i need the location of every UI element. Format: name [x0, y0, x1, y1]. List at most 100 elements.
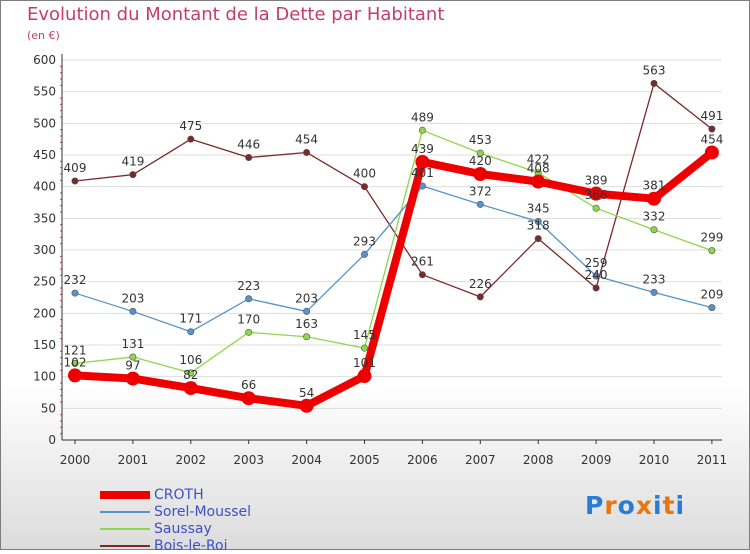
data-label: 203 — [295, 291, 318, 305]
data-label: 106 — [179, 353, 202, 367]
data-point — [187, 135, 195, 143]
data-label: 102 — [64, 355, 87, 369]
legend-item-0[interactable]: CROTH — [100, 486, 251, 503]
legend-label: Saussay — [154, 520, 212, 537]
y-tick-label: 200 — [33, 306, 56, 320]
data-label: 422 — [527, 153, 550, 167]
logo-letter: t — [662, 491, 676, 520]
axes — [60, 54, 722, 444]
data-label: 408 — [527, 162, 550, 176]
data-label: 563 — [643, 63, 666, 77]
x-tick-label: 2001 — [118, 453, 149, 467]
proxiti-logo[interactable]: Proxiti — [585, 491, 685, 520]
data-label: 419 — [121, 155, 144, 169]
data-label: 299 — [700, 231, 723, 245]
data-label: 240 — [585, 268, 608, 282]
x-tick-label: 2002 — [176, 453, 207, 467]
legend-item-1[interactable]: Sorel-Moussel — [100, 503, 251, 520]
data-point — [650, 79, 658, 87]
logo-letter: r — [604, 491, 618, 520]
data-point — [592, 204, 600, 212]
legend-label: Bois-le-Roi — [154, 537, 228, 554]
data-label: 97 — [125, 359, 140, 373]
legend-swatch — [100, 490, 150, 499]
data-label: 420 — [469, 154, 492, 168]
data-point — [71, 359, 79, 367]
data-point — [360, 250, 368, 258]
data-label: 203 — [121, 291, 144, 305]
data-point — [71, 177, 79, 185]
data-point — [476, 149, 484, 157]
data-label: 454 — [700, 132, 723, 146]
data-label: 453 — [469, 133, 492, 147]
data-label: 372 — [469, 184, 492, 198]
data-point — [476, 200, 484, 208]
logo-letter: o — [617, 491, 636, 520]
legend-item-3[interactable]: Bois-le-Roi — [100, 537, 251, 554]
data-label: 170 — [237, 312, 260, 326]
data-point — [68, 368, 82, 383]
data-point — [303, 307, 311, 315]
data-label: 345 — [527, 202, 550, 216]
data-label: 439 — [411, 142, 434, 156]
y-tick-label: 300 — [33, 243, 56, 257]
data-label: 491 — [700, 109, 723, 123]
y-tick-label: 400 — [33, 180, 56, 194]
data-point — [241, 391, 256, 406]
x-tick-label: 2011 — [697, 453, 728, 467]
data-point — [704, 145, 719, 160]
data-point — [303, 148, 311, 156]
data-label: 145 — [353, 328, 376, 342]
data-point — [360, 344, 368, 352]
data-point — [473, 167, 488, 181]
data-label: 489 — [411, 110, 434, 124]
series-line-croth — [71, 148, 716, 410]
data-point — [357, 369, 372, 384]
y-tick-label: 550 — [33, 85, 56, 99]
data-label: 82 — [183, 368, 198, 382]
logo-letter: i — [653, 491, 663, 520]
data-label: 381 — [643, 179, 666, 193]
data-point — [418, 126, 426, 134]
data-labels: 102 97 82 66 54 101 439 420 408 389 381 454 232 203 17… — [64, 63, 724, 399]
legend-item-2[interactable]: Saussay — [100, 520, 251, 537]
x-tick-label: 2004 — [291, 453, 322, 467]
x-tick-label: 2003 — [233, 453, 264, 467]
data-label: 389 — [585, 174, 608, 188]
data-point — [650, 226, 658, 234]
legend-label: CROTH — [154, 486, 204, 503]
data-label: 318 — [527, 219, 550, 233]
data-label: 454 — [295, 132, 318, 146]
y-tick-label: 0 — [48, 433, 56, 447]
chart-subtitle: (en €) — [27, 29, 60, 42]
data-label: 400 — [353, 167, 376, 181]
data-point — [183, 381, 198, 396]
data-label: 366 — [585, 188, 608, 202]
series-group — [68, 79, 719, 413]
data-label: 233 — [643, 272, 666, 286]
data-point — [71, 289, 79, 297]
data-point — [708, 247, 716, 255]
series-line-sorel-moussel — [74, 185, 713, 333]
data-label: 101 — [353, 356, 376, 370]
data-point — [476, 293, 484, 301]
data-label: 293 — [353, 234, 376, 248]
data-label: 475 — [179, 119, 202, 133]
data-point — [534, 235, 542, 243]
data-label: 209 — [700, 288, 723, 302]
data-point — [708, 304, 716, 312]
x-tick-labels: 2000 2001 2002 2003 2004 2005 2006 2007 2008 2009… — [60, 453, 727, 467]
y-tick-labels: 0 50 100 150 200 250 300 350 400 450 500 550 600 — [33, 53, 56, 447]
y-tick-label: 600 — [33, 53, 56, 67]
data-point — [415, 154, 430, 169]
y-tick-label: 150 — [33, 338, 56, 352]
data-point — [531, 174, 546, 189]
data-point — [245, 154, 253, 162]
data-point — [187, 328, 195, 336]
data-label: 66 — [241, 378, 256, 392]
data-point — [708, 125, 716, 133]
y-tick-label: 100 — [33, 370, 56, 384]
data-point — [129, 171, 137, 179]
legend-swatch — [100, 510, 150, 513]
